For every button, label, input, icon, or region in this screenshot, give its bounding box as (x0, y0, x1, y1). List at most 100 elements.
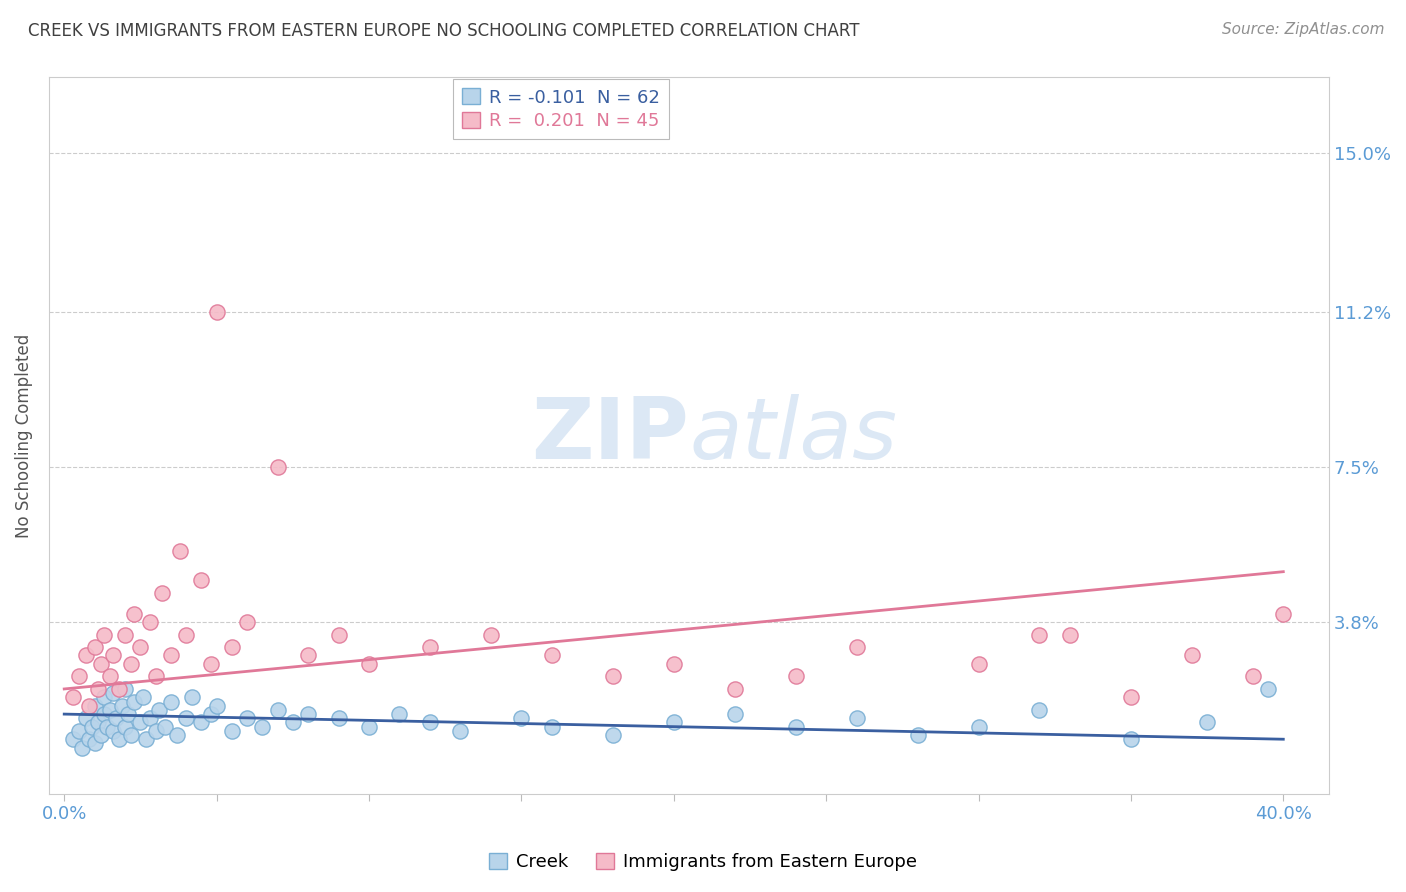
Point (120, 657, 142, 671)
Point (83, 698, 105, 713)
Point (169, 543, 191, 558)
Text: Source: ZipAtlas.com: Source: ZipAtlas.com (1222, 22, 1385, 37)
Point (190, 573, 212, 587)
Point (357, 720, 380, 734)
Point (1257, 681, 1279, 696)
Point (724, 707, 747, 722)
Point (120, 728, 142, 742)
Point (98, 703, 121, 717)
Point (297, 648, 319, 663)
Point (138, 615, 160, 629)
Point (114, 720, 136, 734)
Point (77, 732, 100, 747)
Point (101, 723, 124, 738)
Point (662, 715, 685, 730)
Point (145, 723, 167, 738)
Point (1181, 648, 1204, 663)
Point (108, 732, 131, 747)
Point (129, 715, 152, 730)
Point (266, 703, 288, 717)
Point (174, 627, 197, 641)
Point (907, 728, 929, 742)
Point (83, 736, 105, 750)
Point (114, 627, 136, 641)
Legend: R = -0.101  N = 62, R =  0.201  N = 45: R = -0.101 N = 62, R = 0.201 N = 45 (453, 79, 669, 139)
Point (75, 648, 97, 663)
Point (221, 723, 243, 738)
Point (845, 640, 868, 654)
Point (150, 585, 173, 599)
Point (236, 711, 259, 725)
Point (62, 690, 84, 705)
Point (449, 723, 471, 738)
Point (266, 460, 288, 475)
Point (135, 732, 157, 747)
Point (388, 707, 411, 722)
Point (785, 720, 807, 734)
Point (205, 698, 228, 713)
Point (1028, 627, 1050, 641)
Point (419, 640, 441, 654)
Point (69, 669, 91, 683)
Point (117, 707, 139, 722)
Point (785, 669, 807, 683)
Text: CREEK VS IMMIGRANTS FROM EASTERN EUROPE NO SCHOOLING COMPLETED CORRELATION CHART: CREEK VS IMMIGRANTS FROM EASTERN EUROPE … (28, 22, 859, 40)
Point (181, 690, 204, 705)
Point (72, 740, 94, 755)
Point (132, 690, 155, 705)
Text: ZIP: ZIP (531, 394, 689, 477)
Point (124, 607, 146, 621)
Point (145, 669, 167, 683)
Point (160, 648, 183, 663)
Point (153, 720, 176, 734)
Point (1119, 732, 1142, 747)
Point (602, 669, 624, 683)
Point (129, 640, 152, 654)
Point (200, 657, 222, 671)
Point (87, 681, 110, 696)
Point (90, 728, 112, 742)
Point (967, 720, 990, 734)
Point (479, 627, 502, 641)
Point (108, 681, 131, 696)
Point (724, 681, 747, 696)
Point (1059, 627, 1081, 641)
Point (328, 711, 350, 725)
Point (236, 615, 259, 629)
Text: atlas: atlas (689, 394, 897, 477)
Point (1197, 715, 1219, 730)
Point (297, 707, 319, 722)
Point (77, 698, 100, 713)
Point (190, 715, 212, 730)
Point (87, 715, 110, 730)
Point (93, 690, 115, 705)
Point (111, 698, 134, 713)
Point (69, 723, 91, 738)
Point (160, 694, 183, 708)
Point (1028, 703, 1050, 717)
Point (1272, 607, 1295, 621)
Point (148, 703, 170, 717)
Point (174, 711, 197, 725)
Point (845, 711, 868, 725)
Point (96, 720, 118, 734)
Point (357, 657, 380, 671)
Point (62, 732, 84, 747)
Point (540, 648, 562, 663)
Point (98, 669, 121, 683)
Point (419, 715, 441, 730)
Point (205, 305, 228, 319)
Point (166, 728, 188, 742)
Point (105, 711, 128, 725)
Point (1241, 669, 1264, 683)
Point (80, 720, 103, 734)
Point (662, 657, 685, 671)
Legend: Creek, Immigrants from Eastern Europe: Creek, Immigrants from Eastern Europe (482, 846, 924, 879)
Point (1119, 690, 1142, 705)
Point (75, 711, 97, 725)
Point (328, 627, 350, 641)
Point (114, 681, 136, 696)
Point (93, 707, 115, 722)
Point (540, 720, 562, 734)
Point (252, 720, 274, 734)
